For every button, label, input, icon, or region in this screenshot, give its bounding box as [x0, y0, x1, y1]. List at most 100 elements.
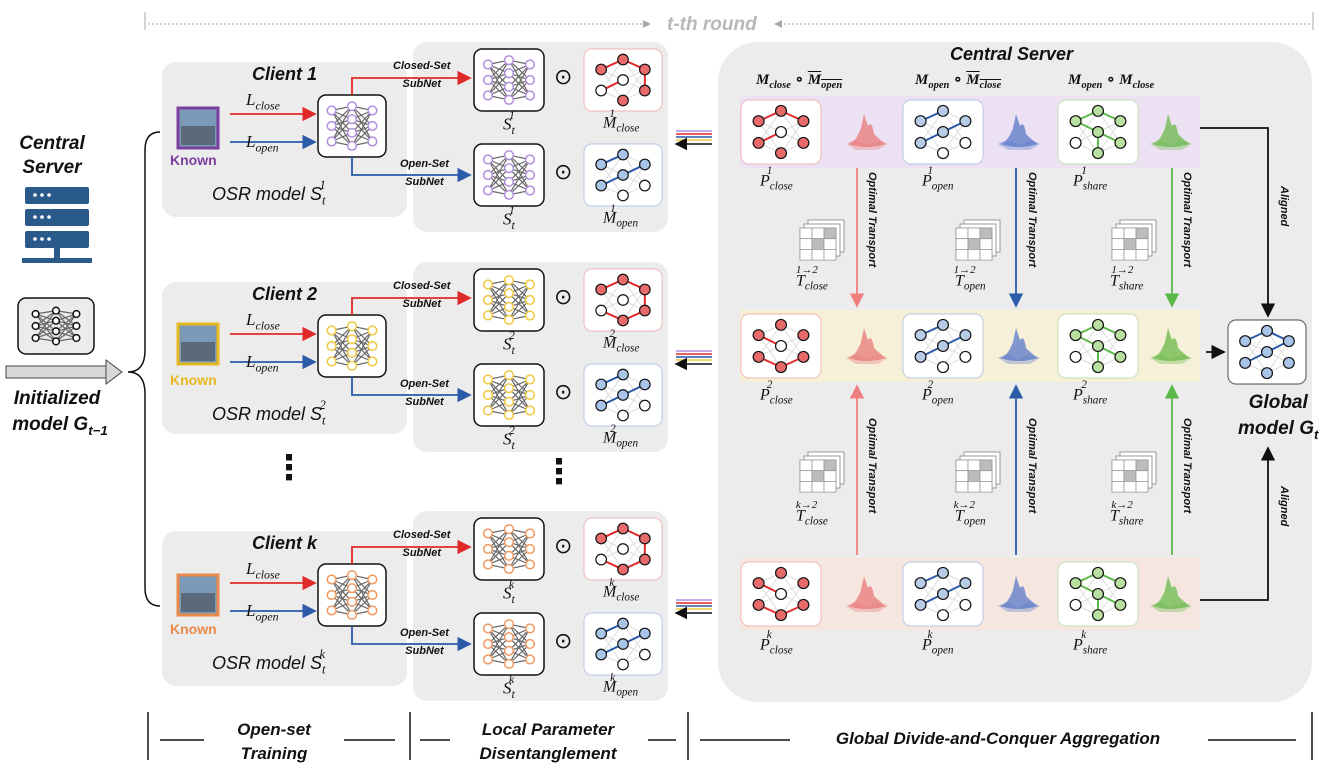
mask-close-net-1 — [583, 48, 663, 112]
server-title: Central Server — [950, 44, 1074, 64]
mask-open-net-1 — [583, 143, 663, 207]
p-sup: 2 — [927, 379, 934, 391]
P-label-1-2: Pshare2 — [1073, 379, 1108, 407]
osr-model-label-3: OSR model Stk — [212, 647, 326, 677]
to-closed-subnet-1 — [351, 70, 472, 95]
server-close-net-3 — [740, 561, 822, 627]
p-sup: k — [766, 629, 772, 641]
transport-matrix-4 — [799, 451, 845, 493]
blob-open-2 — [998, 328, 1040, 364]
mask-close-label-1: Mclose1 — [603, 108, 640, 135]
transport-matrix-2 — [955, 219, 1001, 261]
client-title-3: Client k — [252, 533, 318, 553]
ot-label-5: Optimal Transport — [1181, 418, 1193, 514]
init-model-net — [31, 306, 81, 346]
aligned-arrow-top — [1200, 127, 1276, 318]
p-sup: 1 — [766, 165, 773, 177]
p-sup: k — [927, 629, 933, 641]
aligned-label-0: Aligned — [1278, 186, 1290, 227]
client-title-2: Client 2 — [252, 284, 318, 304]
ot-label-0: Optimal Transport — [866, 172, 878, 268]
server-header-2: Mopen ∘ Mclose — [915, 72, 1002, 91]
open-subnet-label-1: Open-Set SubNet — [400, 158, 449, 188]
T-label-5: Tsharek→2 — [1110, 499, 1144, 528]
osr-model-net-2 — [317, 314, 387, 378]
server-header-3: Mopen ∘ Mclose — [1068, 72, 1155, 91]
client-title-1: Client 1 — [252, 64, 318, 84]
odot-close-2: ⊙ — [554, 284, 573, 309]
blob-share-1 — [1150, 114, 1192, 150]
to-open-subnet-1 — [351, 157, 472, 183]
ot-label-3: Optimal Transport — [866, 418, 878, 514]
transport-matrix-5 — [955, 451, 1001, 493]
closed-subnet-net-2 — [473, 268, 545, 332]
loss-close-label-1: Lclose — [246, 90, 280, 113]
global-model-net — [1227, 319, 1307, 385]
global-model-label: Global model Gt — [1238, 392, 1319, 442]
T-label-2: Tshare1→2 — [1110, 264, 1144, 293]
P-label-0-0: Pclose1 — [760, 165, 793, 193]
loss-open-label-3: Lopen — [246, 601, 279, 624]
mask-close-label-3: Mclosek — [603, 577, 640, 604]
client-known-3: Known — [170, 621, 217, 637]
P-label-2-2: Psharek — [1073, 629, 1108, 657]
p-sup: 2 — [1081, 379, 1087, 391]
init-model-line2: model Gt−1 — [12, 414, 108, 438]
subnet-open-S-3: Stk — [503, 672, 515, 702]
osr-model-label-2: OSR model St2 — [212, 398, 326, 428]
T-label-4: Topenk→2 — [953, 499, 986, 528]
mask-open-label-1: Mopen1 — [603, 203, 639, 230]
blob-open-1 — [998, 114, 1040, 150]
open-subnet-net-1 — [473, 143, 545, 207]
left-brace — [127, 131, 161, 607]
osr-model-net-3 — [317, 563, 387, 627]
T-label-1: Topen1→2 — [953, 264, 986, 293]
mask-close-net-2 — [583, 268, 663, 332]
init-model-line1: Initialized — [13, 388, 101, 409]
closed-subnet-label-1: Closed-Set SubNet — [393, 60, 451, 90]
T-label-0: Tclose1→2 — [795, 264, 828, 293]
server-header-1: Mclose ∘ Mopen — [756, 72, 843, 91]
client-image-1 — [176, 106, 220, 150]
open-subnet-net-2 — [473, 363, 545, 427]
dots-clients: ⋮ — [272, 449, 306, 487]
server-share-net-1 — [1057, 99, 1139, 165]
footer-local: Local Parameter Disentanglement — [479, 720, 617, 763]
server-close-net-2 — [740, 313, 822, 379]
P-label-0-2: Pshare1 — [1073, 165, 1108, 193]
T-label-3: Tclosek→2 — [795, 499, 828, 528]
blob-close-2 — [846, 328, 888, 364]
odot-close-1: ⊙ — [554, 64, 573, 89]
server-close-net-1 — [740, 99, 822, 165]
to-closed-subnet-2 — [351, 290, 472, 315]
p-sup: 1 — [1081, 165, 1087, 177]
init-model-box — [17, 297, 95, 355]
odot-open-3: ⊙ — [554, 628, 573, 653]
client-known-2: Known — [170, 372, 217, 388]
open-subnet-label-2: Open-Set SubNet — [400, 378, 449, 408]
blob-close-3 — [846, 576, 888, 612]
aligned-arrow-bot — [1200, 446, 1276, 601]
blob-share-2 — [1150, 328, 1192, 364]
mask-close-net-3 — [583, 517, 663, 581]
mask-open-label-2: Mopen2 — [603, 423, 639, 450]
open-subnet-label-3: Open-Set SubNet — [400, 627, 449, 657]
blob-close-1 — [846, 114, 888, 150]
footer-open-set: Open-set Training — [237, 720, 311, 763]
mask-open-label-3: Mopenk — [603, 672, 639, 699]
server-share-net-3 — [1057, 561, 1139, 627]
client-image-2 — [176, 322, 220, 366]
p-sup: 2 — [766, 379, 773, 391]
odot-close-3: ⊙ — [554, 533, 573, 558]
init-arrow — [5, 359, 123, 385]
ot-label-4: Optimal Transport — [1026, 418, 1038, 514]
server-open-net-1 — [902, 99, 984, 165]
transport-matrix-6 — [1111, 451, 1157, 493]
p-sup: 1 — [927, 165, 934, 177]
loss-close-label-2: Lclose — [246, 310, 280, 333]
to-open-subnet-3 — [351, 626, 472, 652]
footer-global: Global Divide-and-Conquer Aggregation — [835, 729, 1161, 748]
subnet-open-S-1: St1 — [503, 203, 515, 233]
loss-open-label-1: Lopen — [246, 132, 279, 155]
footer-dividers — [147, 712, 1313, 760]
